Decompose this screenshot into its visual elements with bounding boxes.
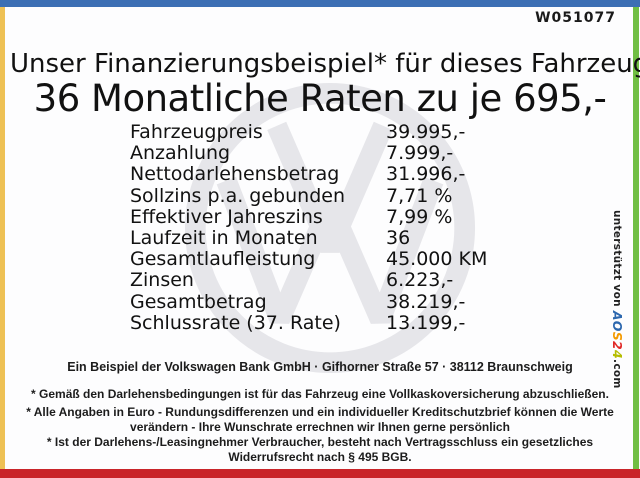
row-value: 31.996,- [386, 163, 466, 186]
table-row: Laufzeit in Monaten 36 [130, 227, 487, 250]
sponsor-prefix: unterstützt von [611, 210, 623, 311]
aos24-logo: A [610, 310, 625, 321]
table-row: Anzahlung 7.999,- [130, 143, 487, 164]
vw-logo-watermark-icon [182, 80, 478, 376]
row-value: 36 [386, 227, 411, 250]
vehicle-id: W051077 [535, 10, 616, 26]
row-label: Fahrzeugpreis [130, 121, 263, 143]
table-row: Zinsen 6.223,- [130, 270, 487, 291]
aos24-logo: 4 [610, 350, 625, 360]
frame-bar-top [0, 0, 640, 7]
monthly-rate-headline: 36 Monatliche Raten zu je 695,- [33, 77, 607, 120]
legal-note-line: * Alle Angaben in Euro - Rundungsdiffere… [26, 405, 614, 419]
page-title: Unser Finanzierungsbeispiel* für dieses … [10, 49, 640, 79]
sponsor-vertical-text: unterstützt von AOS24.com [610, 210, 625, 389]
sponsor-suffix: .com [611, 359, 623, 389]
aos24-logo: 2 [610, 341, 625, 351]
row-label: Anzahlung [130, 142, 231, 165]
legal-note-line: verändern - Ihre Wunschrate errechnen wi… [130, 420, 510, 434]
table-row: Gesamtlaufleistung 45.000 KM [130, 249, 487, 270]
table-row: Nettodarlehensbetrag 31.996,- [130, 164, 487, 185]
frame-strip-right [633, 7, 639, 469]
row-label: Gesamtlaufleistung [130, 248, 316, 271]
row-label: Nettodarlehensbetrag [130, 163, 340, 186]
finance-table: Fahrzeugpreis 39.995,- Anzahlung 7.999,-… [130, 121, 487, 334]
legal-note: * Ist der Darlehens-/Leasingnehmer Verbr… [15, 435, 625, 465]
row-value: 7,99 % [386, 205, 453, 228]
frame-strip-left [0, 7, 5, 469]
row-value: 38.219,- [386, 290, 466, 313]
row-label: Gesamtbetrag [130, 290, 267, 313]
row-value: 7,71 % [386, 184, 453, 207]
row-value: 7.999,- [386, 142, 454, 165]
frame-bar-bottom [0, 469, 640, 478]
legal-note-line: * Ist der Darlehens-/Leasingnehmer Verbr… [46, 435, 594, 449]
row-label: Zinsen [130, 269, 194, 292]
table-row: Schlussrate (37. Rate) 13.199,- [130, 311, 487, 334]
row-label: Laufzeit in Monaten [130, 227, 318, 250]
legal-note-line: * Gemäß den Darlehensbedingungen ist für… [31, 387, 609, 401]
row-value: 39.995,- [386, 121, 466, 143]
aos24-logo: S [610, 331, 625, 342]
table-row: Fahrzeugpreis 39.995,- [130, 121, 487, 143]
table-row: Sollzins p.a. gebunden 7,71 % [130, 184, 487, 207]
row-label: Effektiver Jahreszins [130, 205, 323, 228]
row-label: Sollzins p.a. gebunden [130, 184, 345, 207]
aos24-logo: O [610, 320, 625, 332]
legal-note: * Alle Angaben in Euro - Rundungsdiffere… [15, 405, 625, 435]
row-label: Schlussrate (37. Rate) [130, 311, 341, 334]
table-row: Effektiver Jahreszins 7,99 % [130, 205, 487, 228]
legal-note: * Gemäß den Darlehensbedingungen ist für… [15, 387, 625, 401]
legal-note-line: Widerrufsrecht nach § 495 BGB. [228, 450, 412, 464]
row-value: 45.000 KM [386, 248, 488, 271]
row-value: 6.223,- [386, 269, 454, 292]
row-value: 13.199,- [386, 311, 466, 334]
bank-address-line: Ein Beispiel der Volkswagen Bank GmbH · … [67, 360, 573, 374]
table-row: Gesamtbetrag 38.219,- [130, 290, 487, 313]
